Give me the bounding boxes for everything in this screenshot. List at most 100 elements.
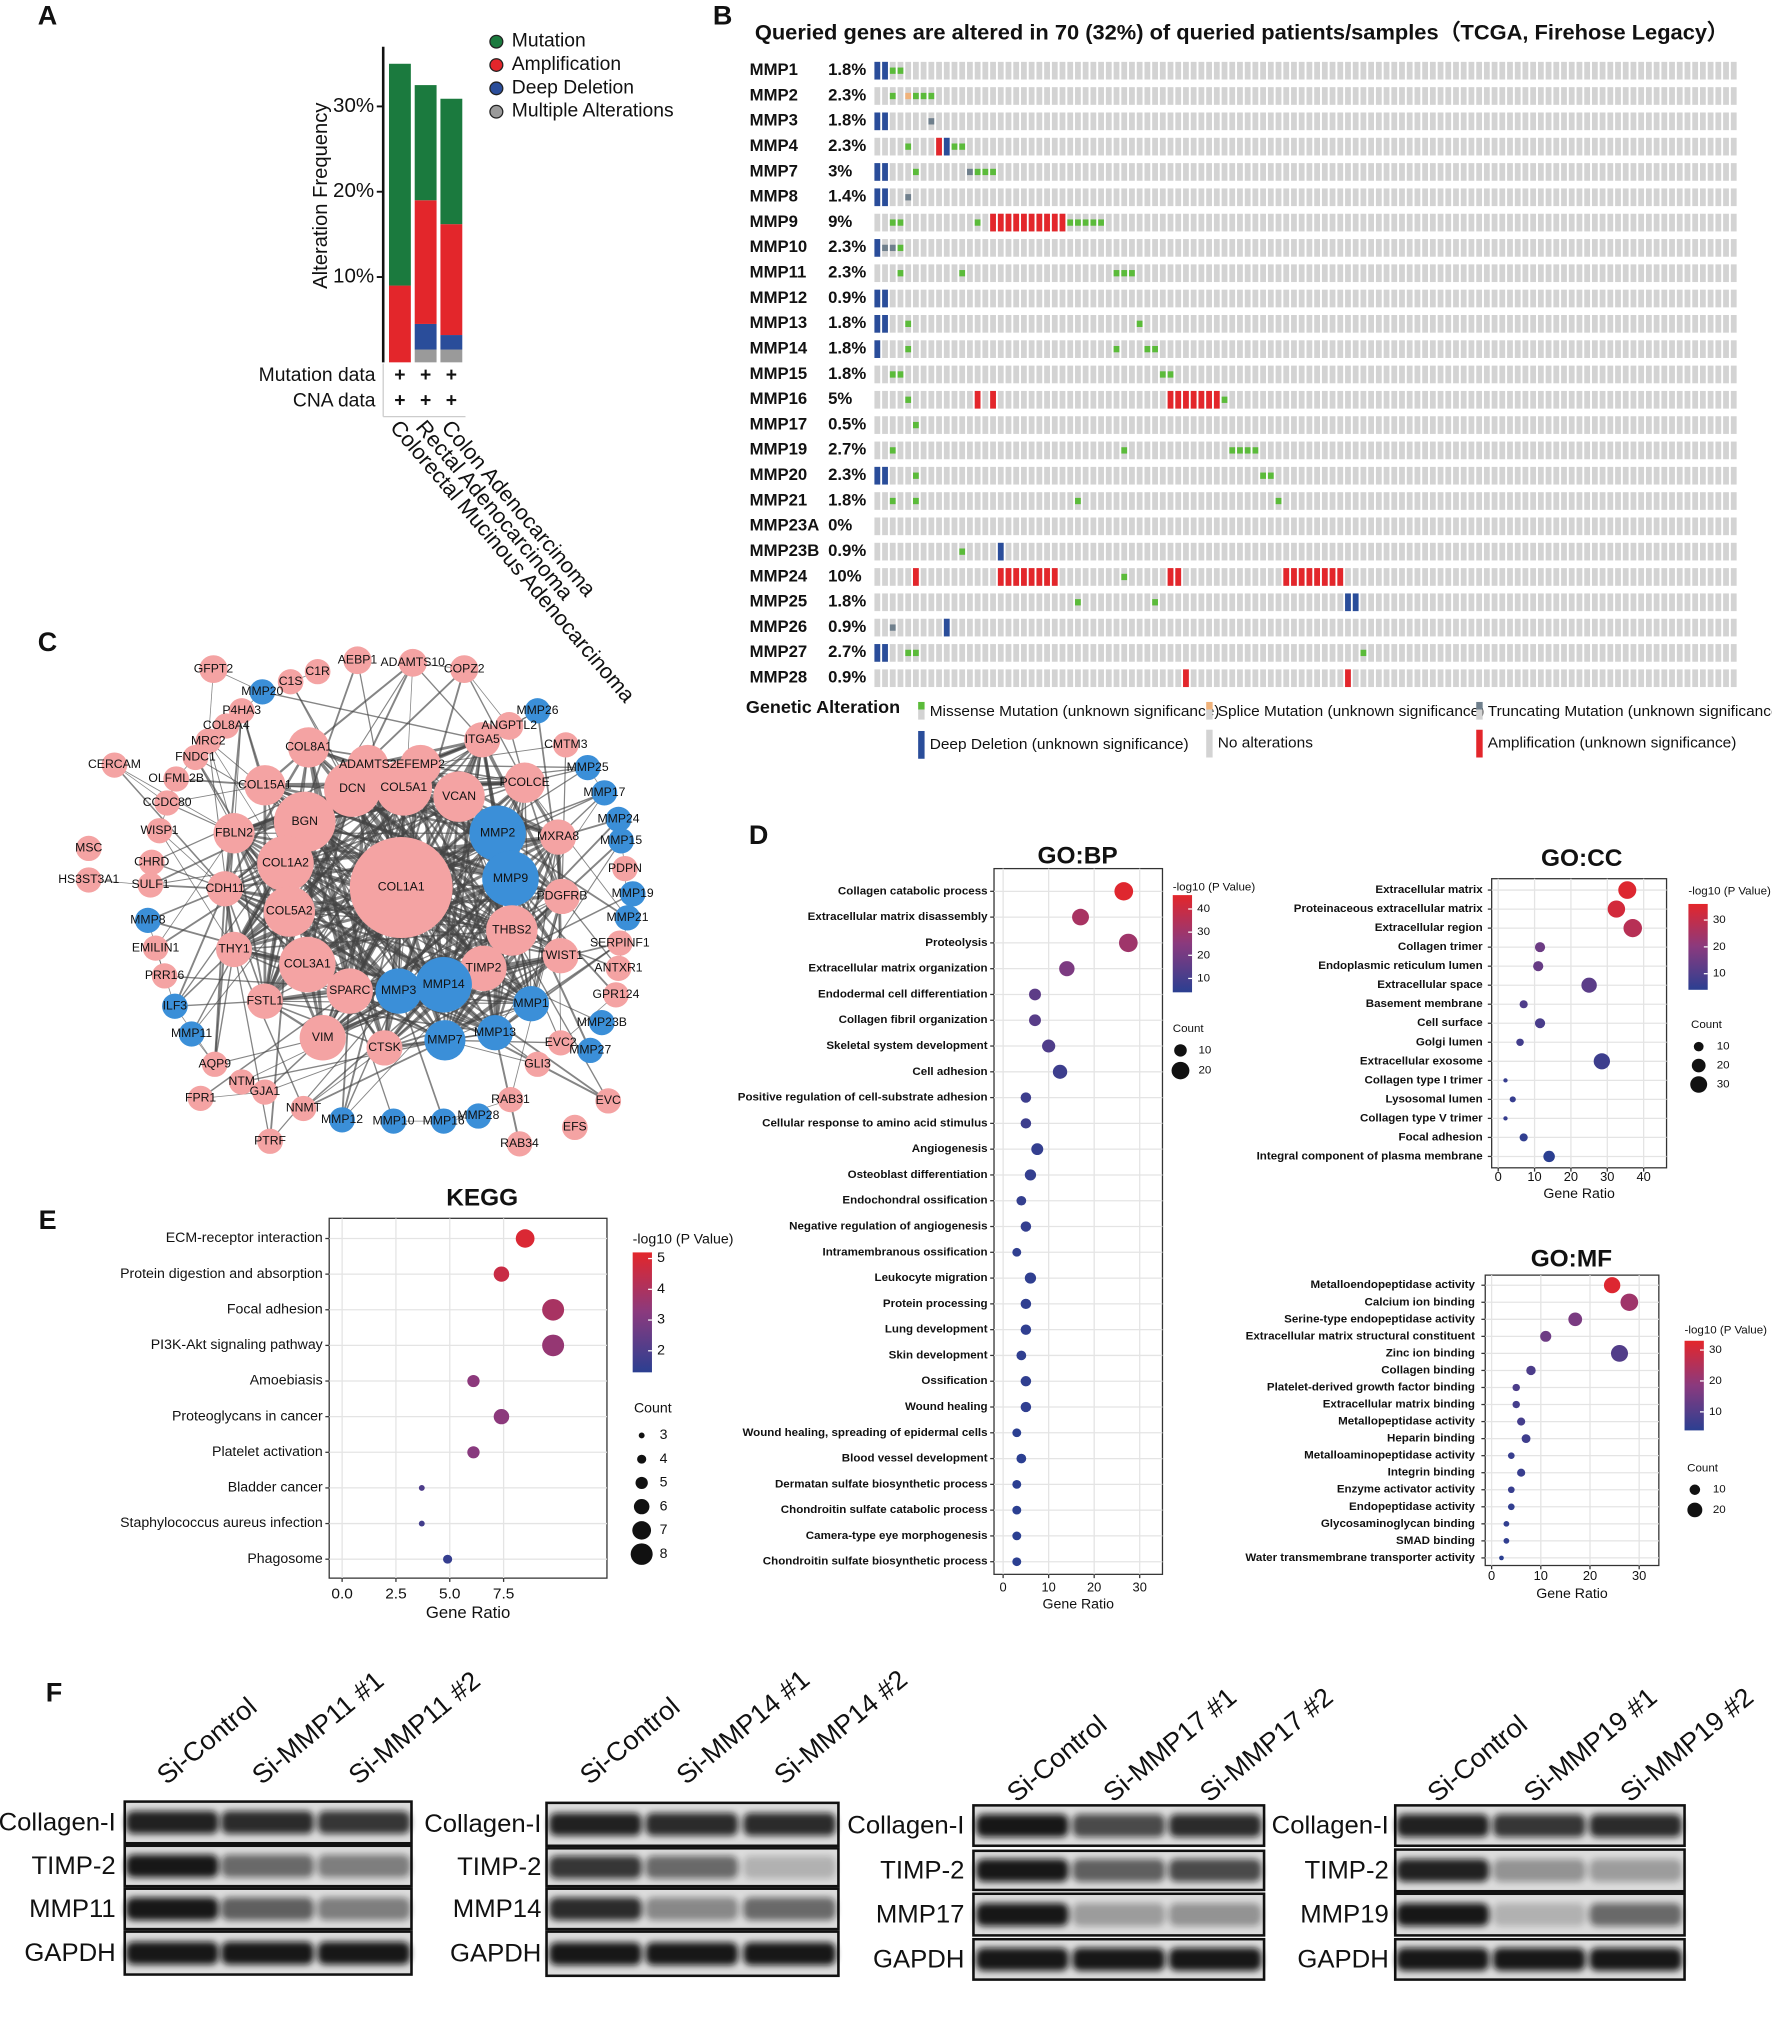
sample-cell [1167, 644, 1174, 662]
x-axis-label: Gene Ratio [1043, 1595, 1115, 1611]
sample-cell [1121, 669, 1128, 688]
sample-cell [1098, 416, 1104, 434]
sample-cell [920, 137, 927, 156]
size-legend-label: 20 [1717, 1060, 1730, 1072]
sample-cell [1352, 466, 1359, 485]
sample-cell [943, 568, 950, 586]
sample-cell [1723, 669, 1729, 688]
blot-band [743, 1855, 836, 1879]
sample-cell [1021, 289, 1027, 308]
sample-cell [1105, 365, 1112, 384]
sample-cell [1645, 264, 1652, 283]
sample-cell [928, 239, 935, 257]
sample-cell [1638, 669, 1645, 688]
sample-cell [1622, 213, 1629, 232]
sample-cell [1491, 517, 1498, 536]
sample-cell [1175, 492, 1182, 510]
sample-cell [1591, 568, 1598, 586]
sample-cell [997, 365, 1004, 384]
sample-cell [1514, 466, 1521, 485]
sample-cell [1653, 264, 1660, 283]
sample-cell [943, 87, 950, 105]
sample-cell [1476, 390, 1483, 409]
sample-cell [920, 416, 927, 434]
sample-cell [1476, 669, 1483, 688]
sample-cell [1669, 593, 1675, 612]
sample-cell [1607, 239, 1614, 257]
sample-cell [874, 492, 881, 510]
colorbar-title: -log10 (P Value) [633, 1231, 734, 1247]
sample-cell [943, 340, 950, 358]
sample-cell [1360, 365, 1367, 384]
sample-cell [1568, 137, 1575, 156]
sample-cell [1429, 644, 1436, 662]
bar-segment [388, 285, 411, 363]
gene-label: MMP10 [750, 237, 808, 256]
sample-cell [1391, 289, 1398, 308]
dot [467, 1374, 480, 1388]
sample-cell [1507, 441, 1513, 460]
sample-cell [1105, 492, 1112, 510]
sample-cell [1707, 61, 1714, 80]
colorbar-tick-label: 10 [1709, 1406, 1722, 1418]
alteration [874, 112, 881, 131]
sample-cell [1653, 568, 1660, 586]
sample-cell [1437, 314, 1444, 333]
sample-cell [1699, 618, 1706, 637]
node-label: MMP2 [480, 826, 516, 840]
sample-cell [1337, 416, 1344, 434]
sample-cell [1345, 112, 1351, 131]
sample-cell [1375, 618, 1382, 637]
sample-cell [1537, 517, 1544, 536]
sample-cell [1653, 441, 1660, 460]
sample-cell [1321, 340, 1328, 358]
sample-cell [1075, 517, 1081, 536]
sample-cell [1375, 644, 1382, 662]
sample-cell [1159, 416, 1166, 434]
sample-cell [874, 213, 881, 232]
sample-cell [1453, 87, 1459, 105]
sample-cell [1291, 466, 1297, 485]
sample-cell [1607, 466, 1614, 485]
sample-cell [1206, 517, 1212, 536]
sample-cell [1684, 213, 1691, 232]
sample-cell [1129, 365, 1135, 384]
sample-cell [1075, 365, 1081, 384]
category-label: Protein processing [883, 1298, 988, 1310]
sample-cell [1645, 441, 1652, 460]
sample-cell [1036, 87, 1043, 105]
sample-cell [1715, 441, 1722, 460]
category-label: Extracellular space [1377, 979, 1482, 991]
sample-cell [1460, 112, 1467, 131]
sample-cell [1098, 340, 1104, 358]
sample-cell [1352, 314, 1359, 333]
sample-cell [959, 314, 966, 333]
sample-cell [1707, 314, 1714, 333]
alteration [897, 244, 904, 252]
sample-cell [1267, 239, 1274, 257]
sample-cell [1368, 239, 1375, 257]
sample-cell [1468, 390, 1475, 409]
sample-cell [889, 517, 896, 536]
size-legend-dot [635, 1476, 648, 1489]
alteration [1021, 213, 1027, 232]
sample-cell [1553, 87, 1560, 105]
sample-cell [1005, 314, 1012, 333]
sample-cell [1159, 492, 1166, 510]
sample-cell [1105, 618, 1112, 637]
sample-cell [1622, 365, 1629, 384]
sample-cell [1298, 542, 1305, 561]
size-legend-label: 10 [1713, 1484, 1726, 1496]
sample-cell [1129, 441, 1135, 460]
sample-cell [1707, 416, 1714, 434]
sample-cell [1437, 390, 1444, 409]
sample-cell [1267, 669, 1274, 688]
node-label: CTSK [368, 1040, 401, 1054]
blot-band [549, 1812, 642, 1836]
sample-cell [1561, 137, 1567, 156]
blot-band [645, 1812, 739, 1836]
gene-percent: 9% [828, 212, 852, 231]
sample-cell [1507, 239, 1513, 257]
sample-cell [1337, 542, 1344, 561]
sample-cell [913, 213, 919, 232]
